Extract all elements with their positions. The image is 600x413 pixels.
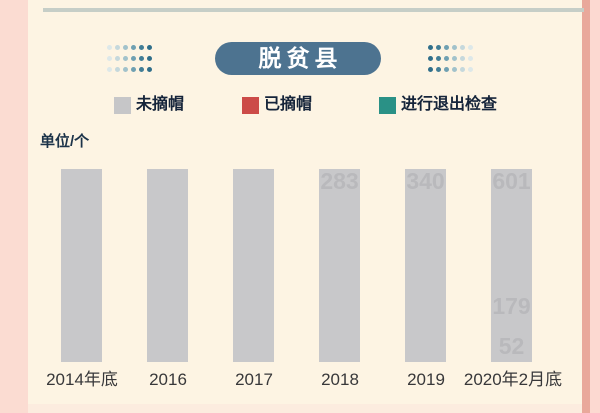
right-accent-band (582, 0, 590, 413)
x-axis-label-2017: 2017 (235, 370, 273, 389)
unit-label: 单位/个 (40, 133, 90, 150)
dot-grid-left-decoration (107, 45, 152, 72)
decorative-dot (428, 45, 433, 50)
decorative-dot (147, 45, 152, 50)
x-axis-label-2014: 2014年底 (46, 370, 118, 389)
decorative-dot (468, 67, 473, 72)
legend-swatch-teal (379, 96, 396, 114)
decorative-dot (460, 45, 465, 50)
right-edge-band (590, 0, 600, 413)
legend-item-exit-check: 进行退出检查 (379, 95, 497, 115)
bar-value-label: 340 (406, 168, 445, 194)
legend-label: 进行退出检查 (401, 96, 498, 113)
decorative-dot (468, 56, 473, 61)
top-divider-line (43, 8, 584, 12)
section-title-pill: 脱贫县 (215, 42, 381, 75)
bar-2019: 340 (405, 169, 446, 362)
bar-2016 (147, 169, 188, 362)
decorative-dot (107, 45, 112, 50)
x-axis-label-2018: 2018 (321, 370, 359, 389)
decorative-dot (107, 67, 112, 72)
decorative-dot (452, 56, 457, 61)
decorative-dot (460, 67, 465, 72)
bar-value-label: 601 (492, 168, 531, 194)
decorative-dot (147, 56, 152, 61)
decorative-dot (460, 56, 465, 61)
decorative-dot (436, 45, 441, 50)
legend-label: 已摘帽 (264, 96, 313, 113)
bar-value-label: 179 (492, 293, 531, 319)
decorative-dot (139, 45, 144, 50)
legend-label: 未摘帽 (136, 96, 185, 113)
decorative-dot (115, 56, 120, 61)
decorative-dot (468, 45, 473, 50)
decorative-dot (131, 67, 136, 72)
decorative-dot (147, 67, 152, 72)
decorative-dot (123, 45, 128, 50)
decorative-dot (444, 67, 449, 72)
legend-swatch-red (242, 96, 259, 114)
decorative-dot (436, 56, 441, 61)
decorative-dot (123, 56, 128, 61)
dot-grid-right-decoration (428, 45, 473, 72)
bar-2018: 283 (319, 169, 360, 362)
decorative-dot (436, 67, 441, 72)
decorative-dot (107, 56, 112, 61)
legend-item-delisted: 已摘帽 (242, 95, 312, 115)
decorative-dot (139, 67, 144, 72)
decorative-dot (131, 45, 136, 50)
decorative-dot (428, 67, 433, 72)
decorative-dot (123, 67, 128, 72)
decorative-dot (444, 56, 449, 61)
legend-swatch-gray (114, 96, 131, 114)
bar-value-label: 283 (320, 168, 359, 194)
bar-2020-feb: 601 179 52 (491, 169, 532, 362)
left-margin-band (0, 0, 28, 413)
x-axis-label-2019: 2019 (407, 370, 445, 389)
decorative-dot (444, 45, 449, 50)
x-axis-label-2016: 2016 (149, 370, 187, 389)
decorative-dot (115, 67, 120, 72)
decorative-dot (452, 67, 457, 72)
bar-value-label: 52 (498, 333, 525, 359)
bottom-edge-band (28, 404, 582, 413)
decorative-dot (452, 45, 457, 50)
decorative-dot (139, 56, 144, 61)
decorative-dot (131, 56, 136, 61)
decorative-dot (428, 56, 433, 61)
section-title: 脱贫县 (258, 45, 343, 71)
bar-2014 (61, 169, 102, 362)
legend-item-not-delisted: 未摘帽 (114, 95, 184, 115)
x-axis-label-2020-feb: 2020年2月底 (463, 370, 563, 389)
bar-2017 (233, 169, 274, 362)
decorative-dot (115, 45, 120, 50)
